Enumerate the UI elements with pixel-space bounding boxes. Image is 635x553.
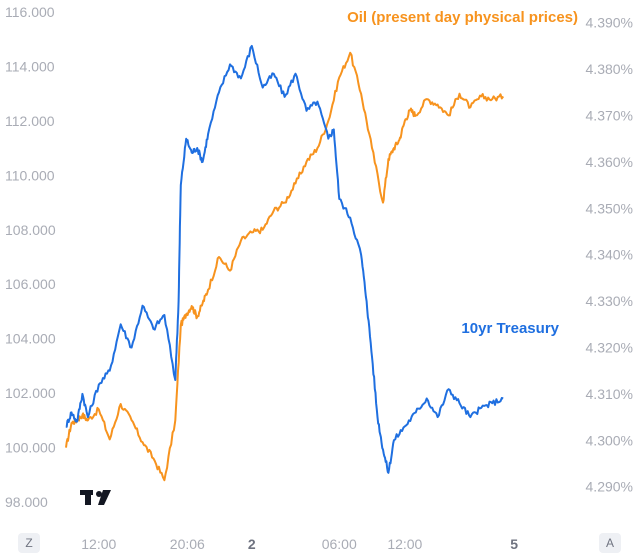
right-tick-label: 4.370% bbox=[586, 107, 633, 123]
right-tick-label: 4.350% bbox=[586, 200, 633, 216]
left-tick-label: 116.000 bbox=[5, 4, 55, 20]
time-tick-label: 12:00 bbox=[81, 536, 116, 552]
right-tick-label: 4.320% bbox=[586, 339, 633, 355]
auto-scale-button[interactable]: A bbox=[599, 533, 621, 553]
left-tick-label: 108.000 bbox=[5, 222, 56, 238]
left-tick-label: 106.000 bbox=[5, 276, 56, 292]
left-tick-label: 102.000 bbox=[5, 385, 56, 401]
tradingview-logo[interactable] bbox=[80, 490, 111, 505]
left-tick-label: 104.000 bbox=[5, 331, 56, 347]
left-tick-label: 98.000 bbox=[5, 494, 48, 510]
zoom-button[interactable]: Z bbox=[18, 533, 40, 553]
right-tick-label: 4.390% bbox=[586, 15, 633, 31]
legend-oil-label: Oil (present day physical prices) bbox=[347, 9, 578, 26]
treasury-series-line[interactable] bbox=[65, 44, 504, 474]
right-tick-label: 4.340% bbox=[586, 247, 633, 263]
right-tick-label: 4.300% bbox=[586, 432, 633, 448]
oil-series-line[interactable] bbox=[65, 51, 505, 482]
series-layer bbox=[65, 44, 505, 482]
left-tick-label: 112.000 bbox=[5, 113, 55, 129]
right-axis: 4.290% 4.300% 4.310% 4.320% 4.330% 4.340% 4.35… bbox=[586, 15, 633, 495]
time-tick-label: 12:00 bbox=[387, 536, 422, 552]
right-tick-label: 4.380% bbox=[586, 61, 633, 77]
left-tick-label: 114.000 bbox=[5, 58, 55, 74]
right-tick-label: 4.310% bbox=[586, 386, 633, 402]
left-tick-label: 110.000 bbox=[5, 167, 55, 183]
legend-treasury-label: 10yr Treasury bbox=[461, 320, 559, 337]
right-tick-label: 4.330% bbox=[586, 293, 633, 309]
time-tick-label: 20:06 bbox=[170, 536, 205, 552]
left-tick-label: 100.000 bbox=[5, 440, 56, 456]
time-tick-label: 06:00 bbox=[322, 536, 357, 552]
time-axis: 12:00 20:06 2 06:00 12:00 5 bbox=[81, 536, 518, 552]
time-tick-label: 2 bbox=[248, 536, 256, 552]
right-tick-label: 4.290% bbox=[586, 479, 633, 495]
left-axis: 98.000 100.000 102.000 104.000 106.000 108.00… bbox=[5, 4, 56, 510]
right-tick-label: 4.360% bbox=[586, 154, 633, 170]
time-tick-label: 5 bbox=[510, 536, 518, 552]
